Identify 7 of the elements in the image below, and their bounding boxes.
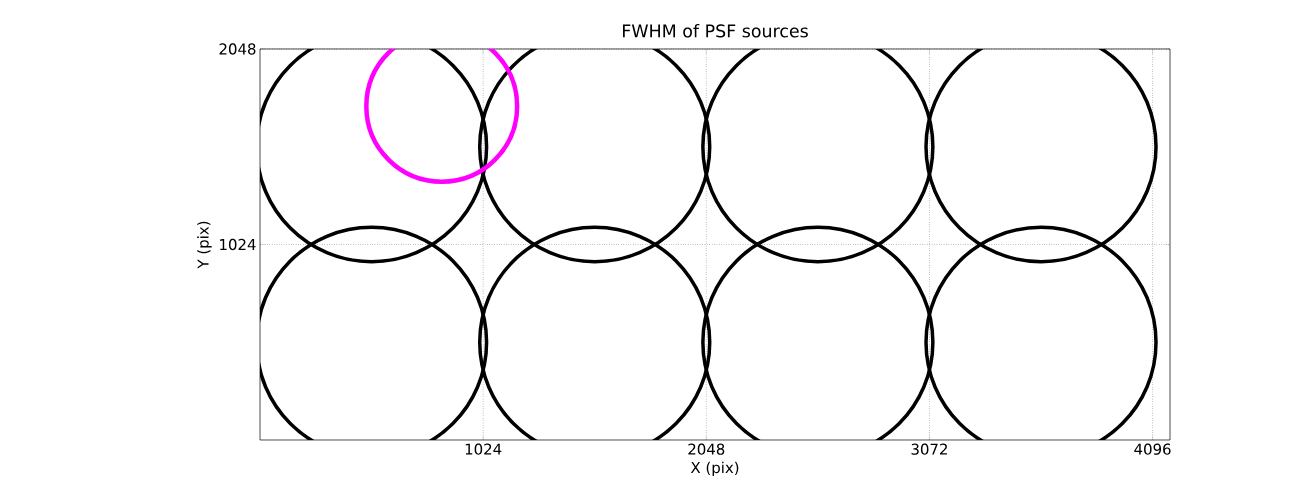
x-tick-label: 3072 <box>911 443 947 455</box>
y-axis-title: Y (pix) <box>197 221 212 269</box>
x-tick-label: 1024 <box>465 443 502 455</box>
x-tick-label: 4096 <box>1134 443 1171 455</box>
x-axis-title: X (pix) <box>690 461 739 477</box>
x-tick-label: 2048 <box>688 443 725 455</box>
chart-title: FWHM of PSF sources <box>623 23 808 38</box>
